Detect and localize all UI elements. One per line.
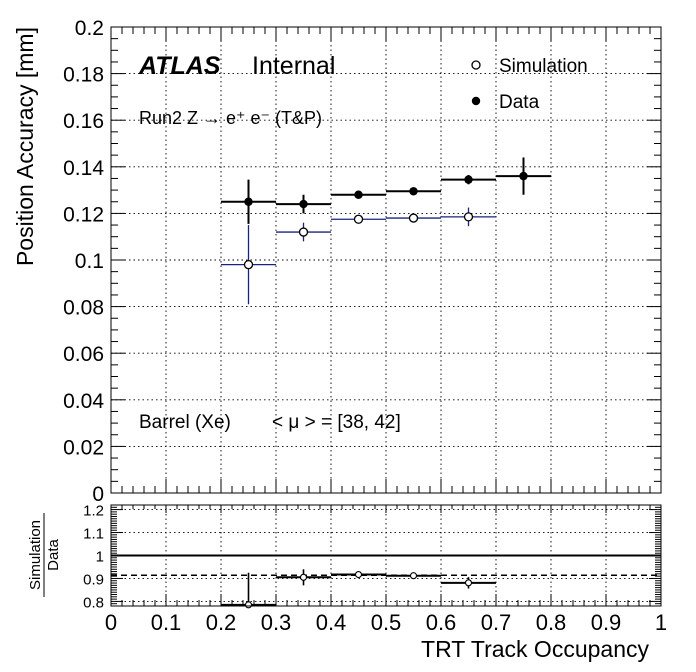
ratio-data-marks (221, 569, 496, 609)
ratio-point (244, 601, 253, 609)
ratio-point (409, 572, 418, 580)
main-plot-frame (110, 26, 662, 494)
main-y-tick-label: 0.18 (63, 64, 104, 87)
x-tick-label: 0.4 (316, 610, 347, 635)
simulation-point (463, 212, 474, 222)
x-tick-label: 0.5 (371, 610, 402, 635)
data-point (464, 175, 473, 184)
main-y-tick-label: 0.02 (63, 436, 104, 459)
main-y-tick-label: 0 (92, 483, 104, 506)
main-grid (111, 27, 661, 493)
ratio-y-tick-label: 0.8 (83, 594, 104, 611)
x-tick-label: 0.9 (591, 610, 622, 635)
x-tick-label: 0.1 (151, 610, 182, 635)
ratio-y-label-denominator: Data (45, 539, 62, 571)
x-tick-label: 0.8 (536, 610, 567, 635)
ratio-y-label-numerator: Simulation (27, 520, 44, 590)
ratio-point (354, 571, 363, 579)
simulation-point (353, 214, 364, 224)
data-point (519, 171, 528, 181)
ratio-y-tick-label: 1.2 (83, 503, 104, 520)
x-tick-label: 0.7 (481, 610, 512, 635)
ratio-point (299, 573, 308, 581)
x-tick-labels: 0 0.1 0.2 0.3 0.4 0.5 0.6 0.7 0.8 0.9 1 (105, 610, 667, 635)
region-label: Barrel (Xe) (139, 412, 231, 433)
main-data-marks (221, 157, 551, 305)
atlas-label: ATLAS (138, 52, 221, 80)
ratio-y-axis-label: Simulation Data (27, 513, 62, 597)
x-tick-label: 0.2 (206, 610, 237, 635)
ratio-plot-frame (110, 504, 662, 607)
legend-data-label: Data (499, 92, 540, 113)
main-y-tick-label: 0.1 (75, 250, 104, 273)
ratio-y-tick-labels: 0.8 0.9 1 1.1 1.2 (83, 503, 104, 612)
data-point (409, 187, 418, 196)
x-tick-label: 0 (105, 610, 117, 635)
main-y-tick-label: 0.06 (63, 343, 104, 366)
mu-label: < μ > = [38, 42] (272, 412, 401, 433)
main-y-tick-label: 0.16 (63, 110, 104, 133)
data-point (354, 190, 363, 199)
main-ticks (110, 26, 662, 494)
ratio-y-tick-label: 1.1 (83, 526, 104, 543)
x-tick-label: 1 (655, 610, 667, 635)
main-y-tick-label: 0.08 (63, 297, 104, 320)
x-tick-label: 0.6 (426, 610, 457, 635)
main-y-tick-label: 0.12 (63, 203, 104, 226)
main-y-tick-labels: 0 0.02 0.04 0.06 0.08 0.1 0.12 0.14 0.16 0.18 0.2 (63, 17, 104, 506)
main-y-axis-label: Position Accuracy [mm] (12, 27, 38, 266)
main-y-tick-label: 0.04 (63, 390, 104, 413)
internal-label: Internal (252, 52, 335, 80)
legend-simulation-label: Simulation (499, 56, 588, 77)
data-point (299, 199, 308, 209)
simulation-point (298, 227, 309, 237)
ratio-point (464, 579, 473, 587)
simulation-point (243, 260, 254, 270)
x-axis-label: TRT Track Occupancy (421, 636, 649, 662)
ratio-y-tick-label: 0.9 (83, 571, 104, 588)
legend-data-marker (471, 96, 481, 106)
legend-simulation-marker (471, 60, 481, 70)
run-label: Run2 Z → e⁺ e⁻ (T&P) (139, 108, 322, 128)
ratio-y-tick-label: 1 (96, 549, 104, 566)
main-y-tick-label: 0.2 (75, 17, 104, 40)
x-tick-label: 0.3 (261, 610, 292, 635)
data-point (244, 197, 253, 206)
simulation-point (408, 213, 419, 223)
legend: Simulation Data (471, 56, 588, 113)
main-y-tick-label: 0.14 (63, 157, 104, 180)
